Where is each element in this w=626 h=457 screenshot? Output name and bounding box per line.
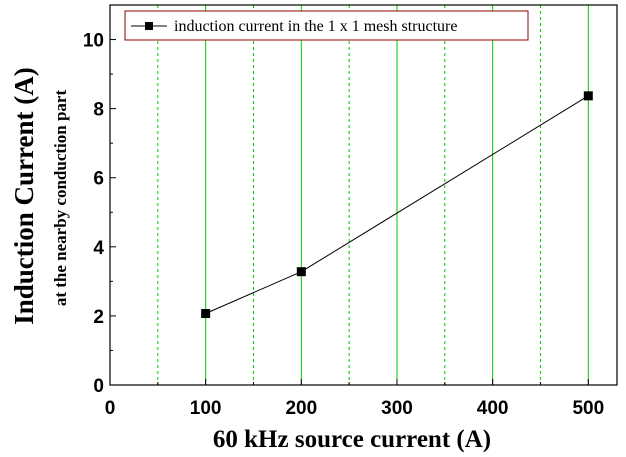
legend-box — [124, 10, 529, 41]
x-tick-label: 300 — [381, 398, 413, 419]
y-tick-label: 4 — [93, 238, 104, 259]
data-point — [201, 308, 211, 318]
legend-marker — [145, 22, 153, 30]
y-tick-label: 10 — [83, 31, 104, 52]
y-tick-label: 0 — [93, 376, 104, 397]
y-axis-subtitle: at the nearby conduction part — [51, 90, 70, 307]
axis-ticks: 0 100 200 300 400 500 0 2 4 6 8 10 — [83, 31, 604, 419]
data-point — [583, 91, 593, 101]
x-tick-label: 200 — [285, 398, 317, 419]
data-point — [296, 267, 306, 277]
legend-label: induction current in the 1 x 1 mesh stru… — [174, 18, 457, 35]
y-axis-title: Induction Current (A) — [9, 67, 39, 325]
series-layer — [201, 91, 593, 318]
legend: induction current in the 1 x 1 mesh stru… — [124, 10, 529, 41]
plot-frame — [109, 4, 618, 386]
x-tick-label: 400 — [477, 398, 509, 419]
y-tick-label: 6 — [93, 169, 104, 190]
x-tick-label: 0 — [105, 398, 116, 419]
x-tick-label: 500 — [572, 398, 604, 419]
x-axis-title: 60 kHz source current (A) — [213, 426, 491, 453]
x-tick-label: 100 — [190, 398, 222, 419]
grid-lines — [157, 5, 589, 385]
y-tick-label: 8 — [93, 100, 104, 121]
y-tick-label: 2 — [93, 307, 104, 328]
